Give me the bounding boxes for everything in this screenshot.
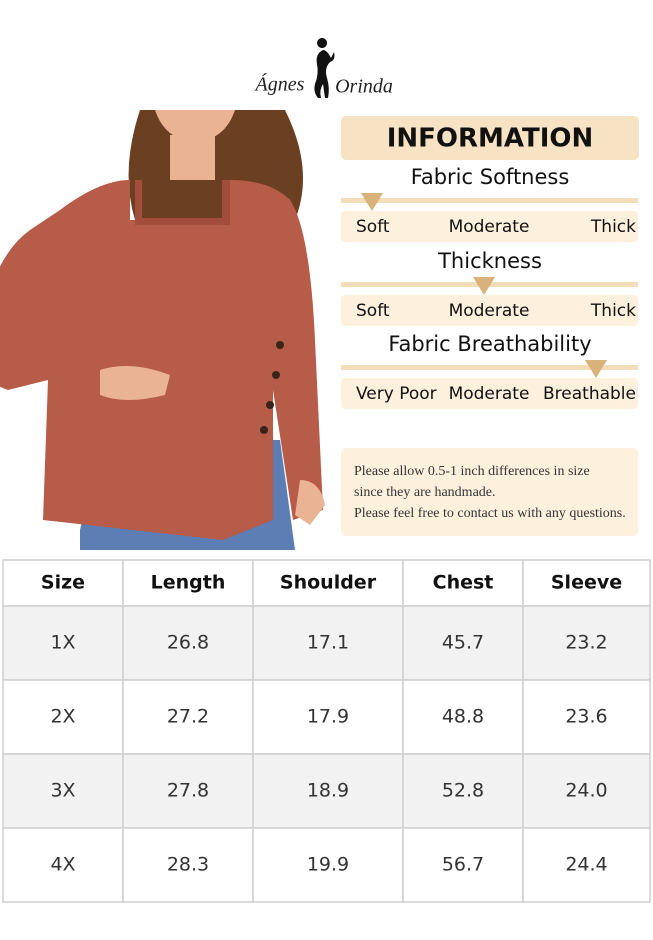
option-label: Thick bbox=[590, 301, 636, 321]
slider-marker bbox=[473, 277, 495, 295]
table-cell bbox=[2, 679, 124, 755]
section-label: Fabric Softness bbox=[411, 165, 570, 189]
header-text: Shoulder bbox=[280, 572, 377, 594]
note-line: Please feel free to contact us with any … bbox=[354, 506, 626, 521]
cell-text: 27.2 bbox=[167, 706, 209, 728]
table-cell bbox=[2, 827, 124, 903]
cell-text: 1X bbox=[50, 632, 75, 654]
option-label: Soft bbox=[356, 301, 390, 321]
options-box bbox=[341, 378, 638, 409]
note-line: Please allow 0.5-1 inch differences in s… bbox=[354, 464, 590, 479]
slider-marker bbox=[361, 193, 383, 211]
info-title-box bbox=[341, 116, 639, 160]
table-cell bbox=[402, 679, 524, 755]
cell-text: 23.6 bbox=[565, 706, 607, 728]
header-cell bbox=[522, 559, 651, 607]
cell-text: 27.8 bbox=[167, 780, 209, 802]
table-cell bbox=[252, 605, 404, 681]
table-cell bbox=[122, 753, 254, 829]
cell-text: 56.7 bbox=[442, 854, 484, 876]
cell-text: 24.0 bbox=[565, 780, 607, 802]
header-text: Length bbox=[151, 572, 226, 594]
logo-figure bbox=[314, 38, 335, 98]
header-cell bbox=[2, 559, 124, 607]
header-text: Size bbox=[41, 572, 85, 594]
table-cell bbox=[122, 605, 254, 681]
brand-first: Ágnes bbox=[254, 73, 305, 96]
option-label: Breathable bbox=[543, 384, 636, 404]
option-label: Thick bbox=[590, 217, 636, 237]
table-cell bbox=[252, 679, 404, 755]
table-cell bbox=[2, 753, 124, 829]
cell-text: 4X bbox=[50, 854, 75, 876]
cell-text: 23.2 bbox=[565, 632, 607, 654]
slider-track bbox=[341, 365, 638, 370]
header-text: Chest bbox=[433, 572, 494, 594]
logo: Ágnes Orinda bbox=[254, 38, 393, 98]
slider-marker bbox=[585, 360, 607, 378]
option-label: Moderate bbox=[449, 301, 530, 321]
table-cell bbox=[522, 753, 651, 829]
option-label: Very Poor bbox=[356, 384, 437, 404]
note-line: since they are handmade. bbox=[354, 485, 496, 500]
cell-text: 24.4 bbox=[565, 854, 607, 876]
table-cell bbox=[402, 827, 524, 903]
brand-last: Orinda bbox=[335, 76, 393, 98]
cell-text: 3X bbox=[50, 780, 75, 802]
cell-text: 26.8 bbox=[167, 632, 209, 654]
options-box bbox=[341, 295, 638, 326]
cell-text: 45.7 bbox=[442, 632, 484, 654]
table-cell bbox=[402, 753, 524, 829]
table-cell bbox=[122, 827, 254, 903]
cell-text: 2X bbox=[50, 706, 75, 728]
cell-text: 17.9 bbox=[307, 706, 349, 728]
slider-track bbox=[341, 198, 638, 203]
note-box bbox=[341, 448, 638, 536]
table-cell bbox=[522, 605, 651, 681]
product-photo bbox=[0, 110, 325, 550]
table-cell bbox=[252, 753, 404, 829]
section-label: Thickness bbox=[437, 249, 542, 273]
cell-text: 18.9 bbox=[307, 780, 349, 802]
table-cell bbox=[522, 827, 651, 903]
cell-text: 48.8 bbox=[442, 706, 484, 728]
option-label: Moderate bbox=[449, 217, 530, 237]
header-cell bbox=[252, 559, 404, 607]
header-text: Sleeve bbox=[551, 572, 622, 594]
cell-text: 28.3 bbox=[167, 854, 209, 876]
section-label: Fabric Breathability bbox=[388, 332, 591, 356]
cell-text: 19.9 bbox=[307, 854, 349, 876]
table-cell bbox=[402, 605, 524, 681]
option-label: Moderate bbox=[449, 384, 530, 404]
info-title: INFORMATION bbox=[387, 124, 594, 154]
cell-text: 17.1 bbox=[307, 632, 349, 654]
table-cell bbox=[122, 679, 254, 755]
option-label: Soft bbox=[356, 217, 390, 237]
cell-text: 52.8 bbox=[442, 780, 484, 802]
options-box bbox=[341, 211, 638, 242]
